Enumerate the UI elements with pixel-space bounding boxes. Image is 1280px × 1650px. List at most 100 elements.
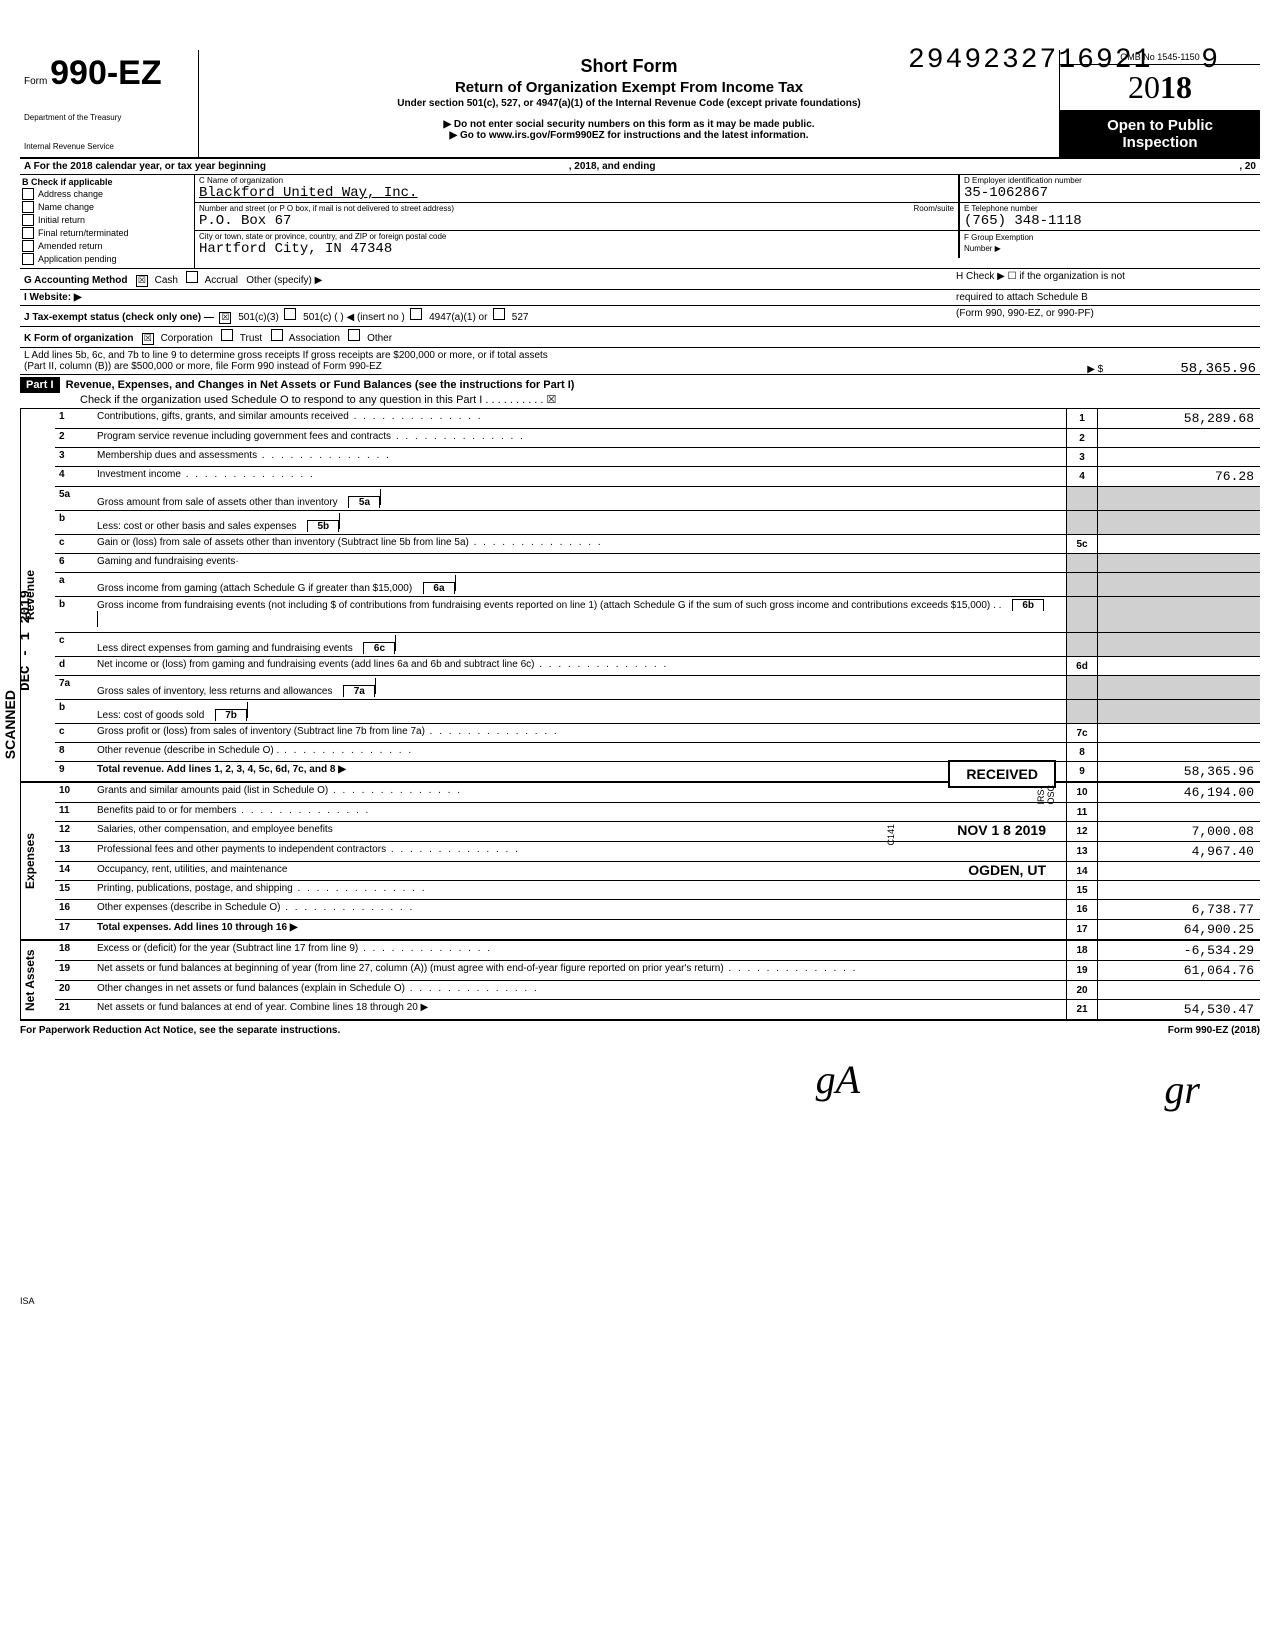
line-box: 21	[1066, 1000, 1097, 1019]
line-amt	[1097, 448, 1260, 466]
line-box: 16	[1066, 900, 1097, 919]
line-num: 18	[55, 941, 93, 960]
line-amt: 6,738.77	[1097, 900, 1260, 919]
part-1-header-row: Part I Revenue, Expenses, and Changes in…	[20, 375, 1260, 409]
row-l-gross-receipts: L Add lines 5b, 6c, and 7b to line 9 to …	[20, 348, 1260, 375]
line-box-shaded	[1066, 597, 1097, 632]
row-a-mid: , 2018, and ending	[569, 161, 656, 172]
line-8: 8Other revenue (describe in Schedule O) …	[55, 743, 1260, 762]
line-6d: dNet income or (loss) from gaming and fu…	[55, 657, 1260, 676]
schedule-b-note: required to attach Schedule B	[956, 292, 1256, 303]
cb-final-return[interactable]: Final return/terminated	[22, 227, 192, 239]
cb-application-pending[interactable]: Application pending	[22, 253, 192, 265]
line-num: a	[55, 573, 93, 596]
cb-name-change[interactable]: Name change	[22, 201, 192, 213]
line-desc: Less: cost or other basis and sales expe…	[93, 511, 1066, 534]
line-num: 6	[55, 554, 93, 572]
ein-label: D Employer identification number	[964, 176, 1256, 185]
line-desc: Contributions, gifts, grants, and simila…	[93, 409, 1066, 428]
cb-label: Address change	[38, 189, 103, 199]
line-num: 19	[55, 961, 93, 980]
street-value: P.O. Box 67	[199, 213, 954, 229]
line-desc: Less direct expenses from gaming and fun…	[93, 633, 1066, 656]
line-desc: Gross income from gaming (attach Schedul…	[93, 573, 1066, 596]
cb-accrual[interactable]	[186, 271, 198, 283]
corp-label: Corporation	[161, 333, 213, 344]
desc-text: Gross income from fundraising events (no…	[97, 600, 1001, 611]
desc-text: Less: cost or other basis and sales expe…	[97, 521, 297, 532]
cb-label: Final return/terminated	[38, 228, 129, 238]
line-amt: 7,000.08	[1097, 822, 1260, 841]
line-18: 18Excess or (deficit) for the year (Subt…	[55, 941, 1260, 961]
sub-box: 7b	[215, 709, 247, 721]
cb-501c[interactable]	[284, 308, 296, 320]
revenue-section: Revenue 1Contributions, gifts, grants, a…	[20, 409, 1260, 783]
ogden-ut-stamp: OGDEN, UT	[968, 862, 1046, 878]
line-amt-shaded	[1097, 676, 1260, 699]
line-desc: Net assets or fund balances at end of ye…	[93, 1000, 1066, 1019]
line-amt-shaded	[1097, 633, 1260, 656]
line-box: 11	[1066, 803, 1097, 821]
line-num: 2	[55, 429, 93, 447]
section-b-header: B Check if applicable	[22, 177, 192, 187]
line-num: 13	[55, 842, 93, 861]
line-amt: 64,900.25	[1097, 920, 1260, 939]
line-box: 13	[1066, 842, 1097, 861]
net-assets-section: Net Assets 18Excess or (deficit) for the…	[20, 941, 1260, 1021]
net-assets-side-label: Net Assets	[20, 941, 55, 1019]
line-desc: Occupancy, rent, utilities, and maintena…	[93, 862, 1066, 880]
line-box-shaded	[1066, 700, 1097, 723]
line-amt: -6,534.29	[1097, 941, 1260, 960]
cb-label: Initial return	[38, 215, 85, 225]
cb-address-change[interactable]: Address change	[22, 188, 192, 200]
desc-text: Less direct expenses from gaming and fun…	[97, 643, 353, 654]
line-amt: 58,365.96	[1097, 762, 1260, 781]
revenue-side-label: Revenue	[20, 409, 55, 781]
line-num: 10	[55, 783, 93, 802]
signature-1: gA	[816, 1056, 860, 1103]
line-box: 12	[1066, 822, 1097, 841]
line-14: 14Occupancy, rent, utilities, and mainte…	[55, 862, 1260, 881]
paperwork-notice: For Paperwork Reduction Act Notice, see …	[20, 1025, 340, 1036]
cb-other-org[interactable]	[348, 329, 360, 341]
line-box: 6d	[1066, 657, 1097, 675]
tax-exempt-label: J Tax-exempt status (check only one) —	[24, 312, 214, 323]
line-num: 5a	[55, 487, 93, 510]
cb-corporation[interactable]: ☒	[142, 333, 154, 345]
h-check-label: H Check ▶ ☐ if the organization is not	[956, 271, 1256, 287]
line-19: 19Net assets or fund balances at beginni…	[55, 961, 1260, 981]
line-desc: Membership dues and assessments	[93, 448, 1066, 466]
cb-amended-return[interactable]: Amended return	[22, 240, 192, 252]
line-6c: c Less direct expenses from gaming and fu…	[55, 633, 1260, 657]
line-num: 8	[55, 743, 93, 761]
cb-527[interactable]	[493, 308, 505, 320]
cb-4947[interactable]	[410, 308, 422, 320]
line-box: 10	[1066, 783, 1097, 802]
cb-cash[interactable]: ☒	[136, 275, 148, 287]
line-box: 15	[1066, 881, 1097, 899]
line-desc: Net assets or fund balances at beginning…	[93, 961, 1066, 980]
cb-association[interactable]	[271, 329, 283, 341]
line-num: 7a	[55, 676, 93, 699]
line-13: 13Professional fees and other payments t…	[55, 842, 1260, 862]
line-6b: bGross income from fundraising events (n…	[55, 597, 1260, 633]
line-amt	[1097, 535, 1260, 553]
signature-area: gA gr	[20, 1036, 1260, 1156]
line-amt	[1097, 429, 1260, 447]
city-value: Hartford City, IN 47348	[199, 241, 954, 257]
line-box: 18	[1066, 941, 1097, 960]
line-box-shaded	[1066, 511, 1097, 534]
line-amt	[1097, 657, 1260, 675]
form-label: Form 990-EZ	[24, 54, 194, 93]
part-1-title: Revenue, Expenses, and Changes in Net As…	[66, 379, 575, 391]
line-7a: 7aGross sales of inventory, less returns…	[55, 676, 1260, 700]
line-num: c	[55, 633, 93, 656]
cb-trust[interactable]	[221, 329, 233, 341]
city-label: City or town, state or province, country…	[199, 232, 954, 241]
cb-501c3[interactable]: ☒	[219, 312, 231, 324]
cb-initial-return[interactable]: Initial return	[22, 214, 192, 226]
line-num: 4	[55, 467, 93, 486]
phone-value: (765) 348-1118	[964, 213, 1256, 229]
form-990ez-page: 2949232716921 9 SCANNED DEC - 1 2019 For…	[20, 50, 1260, 1156]
document-number: 2949232716921	[908, 45, 1152, 76]
